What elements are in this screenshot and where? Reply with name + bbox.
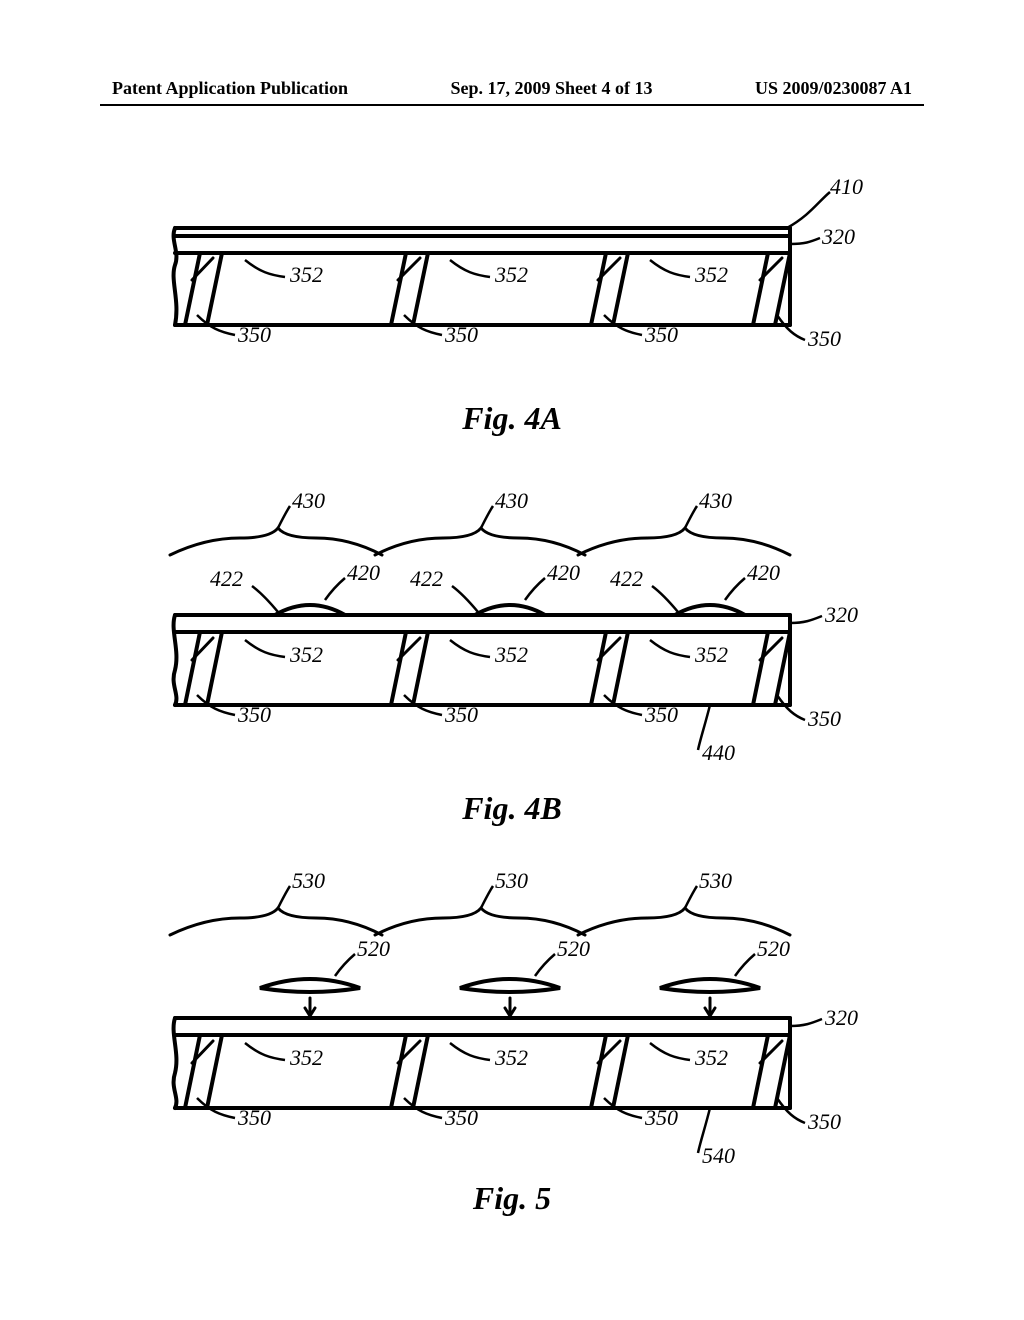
figure-5-svg (150, 880, 870, 1180)
caption-4b: Fig. 4B (0, 790, 1024, 827)
figure-5: 530 530 530 520 520 520 320 352 352 352 … (150, 880, 870, 1180)
ref-350: 350 (645, 702, 678, 728)
ref-440: 440 (702, 740, 735, 766)
ref-430: 430 (699, 488, 732, 514)
ref-422: 422 (210, 566, 243, 592)
ref-350: 350 (645, 322, 678, 348)
ref-352: 352 (290, 262, 323, 288)
figure-4b-svg (150, 500, 870, 780)
ref-352: 352 (290, 642, 323, 668)
ref-430: 430 (292, 488, 325, 514)
header-left: Patent Application Publication (112, 78, 348, 99)
ref-352: 352 (495, 1045, 528, 1071)
ref-352: 352 (695, 262, 728, 288)
ref-350: 350 (808, 326, 841, 352)
ref-352: 352 (695, 642, 728, 668)
ref-350: 350 (808, 1109, 841, 1135)
ref-350: 350 (645, 1105, 678, 1131)
ref-350: 350 (445, 702, 478, 728)
ref-520: 520 (757, 936, 790, 962)
ref-350: 350 (238, 1105, 271, 1131)
ref-540: 540 (702, 1143, 735, 1169)
ref-530: 530 (292, 868, 325, 894)
ref-420: 420 (547, 560, 580, 586)
header-rule (100, 104, 924, 106)
caption-4a: Fig. 4A (0, 400, 1024, 437)
ref-420: 420 (747, 560, 780, 586)
ref-320: 320 (825, 1005, 858, 1031)
ref-350: 350 (238, 702, 271, 728)
ref-430: 430 (495, 488, 528, 514)
ref-422: 422 (410, 566, 443, 592)
ref-320: 320 (822, 224, 855, 250)
figure-4a: 410 320 352 352 352 350 350 350 350 (150, 180, 870, 380)
ref-422: 422 (610, 566, 643, 592)
figure-4b: 430 430 430 422 422 422 420 420 420 320 … (150, 500, 870, 780)
ref-352: 352 (495, 262, 528, 288)
ref-320: 320 (825, 602, 858, 628)
ref-530: 530 (699, 868, 732, 894)
caption-5: Fig. 5 (0, 1180, 1024, 1217)
ref-350: 350 (445, 322, 478, 348)
ref-520: 520 (557, 936, 590, 962)
ref-352: 352 (695, 1045, 728, 1071)
header-right: US 2009/0230087 A1 (755, 78, 912, 99)
ref-520: 520 (357, 936, 390, 962)
ref-352: 352 (290, 1045, 323, 1071)
ref-352: 352 (495, 642, 528, 668)
ref-410: 410 (830, 174, 863, 200)
ref-530: 530 (495, 868, 528, 894)
ref-420: 420 (347, 560, 380, 586)
header-center: Sep. 17, 2009 Sheet 4 of 13 (451, 78, 653, 99)
page-header: Patent Application Publication Sep. 17, … (0, 78, 1024, 99)
ref-350: 350 (238, 322, 271, 348)
ref-350: 350 (445, 1105, 478, 1131)
ref-350: 350 (808, 706, 841, 732)
